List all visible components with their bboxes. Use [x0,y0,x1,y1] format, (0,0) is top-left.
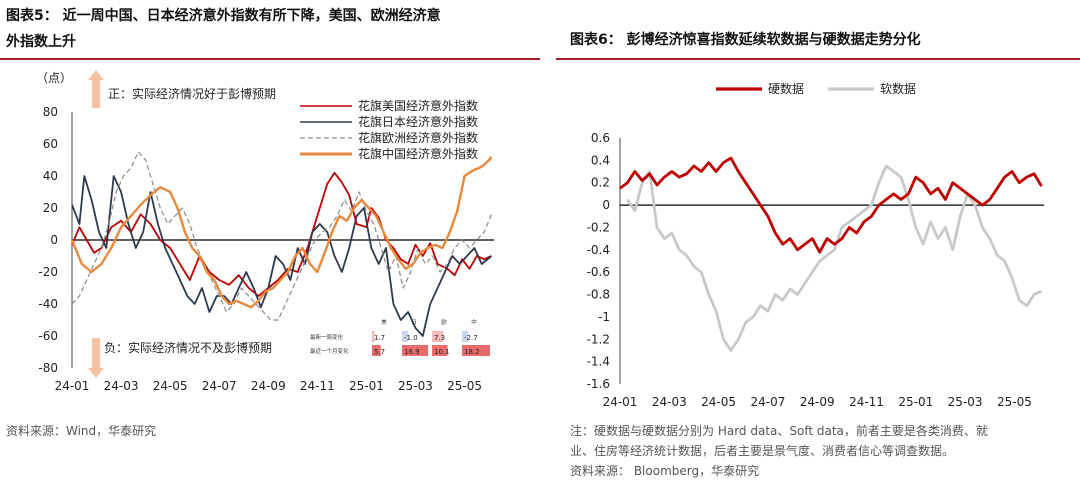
right-y-tick-label: 0 [602,198,610,212]
right-series-line-1 [626,164,1043,352]
right-note-line2: 业、住房等经济统计数据，后者主要是景气度、消费者信心等调查数据。 [570,444,955,458]
right-y-tick-label: -1 [598,310,610,324]
right-y-tick-label: 0.4 [591,153,610,167]
left-y-tick-label: 0 [50,233,58,247]
inset-row-label: 最新一周变化 [310,333,344,341]
left-x-tick-label: 25-01 [349,379,384,393]
inset-value-bar [462,345,490,356]
right-y-tick-label: -1.6 [587,377,610,391]
inset-value-bar [462,331,468,342]
left-x-tick-label: 24-03 [104,379,139,393]
left-x-tick-label: 24-09 [251,379,286,393]
left-source: 资料来源：Wind，华泰研究 [6,424,157,438]
right-y-tick-label: -0.4 [587,243,610,257]
inset-value-bar [402,331,408,342]
right-x-tick-label: 24-07 [750,395,785,409]
right-source: 资料来源： Bloomberg，华泰研究 [570,464,760,478]
right-x-tick-label: 24-11 [849,395,884,409]
right-y-tick-label: -0.6 [587,265,610,279]
left-y-tick-label: 80 [43,105,58,119]
right-y-tick-label: -1.4 [587,355,610,369]
inset-value: 10.1 [434,348,450,356]
up-arrow-icon [88,70,104,108]
inset-value: 16.9 [404,348,420,356]
right-y-tick-label: -1.2 [587,332,610,346]
right-x-tick-label: 25-01 [898,395,933,409]
left-x-tick-label: 25-03 [398,379,433,393]
right-x-tick-label: 24-01 [603,395,638,409]
inset-value-bar [372,331,375,342]
left-chart: （点） -80 -60 -40 -20 0 20 40 60 80 24-01 24-03 24-05 2… [36,70,494,393]
annotation-positive: 正：实际经济情况好于彭博预期 [108,86,276,101]
right-x-tick-label: 24-03 [652,395,687,409]
left-x-tick-label: 24-05 [153,379,188,393]
left-y-tick-label: 40 [43,169,58,183]
left-y-tick-label: -80 [38,361,58,375]
left-series-line-3 [70,156,493,309]
left-y-tick-label: -60 [38,329,58,343]
right-legend-label: 软数据 [880,81,916,96]
left-y-tick-label: 20 [43,201,58,215]
inset-value: 7.3 [434,334,445,342]
inset-column-header: 中 [471,318,477,326]
left-series-line-1 [71,175,493,337]
right-note-line1: 注：硬数据与硬数据分别为 Hard data、Soft data，前者主要是各类… [570,424,988,438]
right-legend-label: 硬数据 [768,81,804,96]
annotation-negative: 负：实际经济情况不及彭博预期 [104,340,272,355]
right-series-line-0 [619,156,1043,254]
right-chart-title: 图表6： 彭博经济惊喜指数延续软数据与硬数据走势分化 [570,32,921,48]
left-x-tick-label: 24-01 [55,379,90,393]
inset-value-bar [432,331,444,342]
right-x-tick-label: 24-09 [800,395,835,409]
left-y-tick-label: -20 [38,265,58,279]
inset-value-bar [432,345,448,356]
left-chart-title-line2: 外指数上升 [6,34,76,50]
right-y-tick-label: -0.2 [587,220,610,234]
left-legend-label: 花旗日本经济意外指数 [358,114,478,129]
left-chart-title-line1: 图表5： 近一周中国、日本经济意外指数有所下降，美国、欧洲经济意 [6,8,441,24]
left-legend-label: 花旗中国经济意外指数 [358,146,478,161]
left-panel: 图表5： 近一周中国、日本经济意外指数有所下降，美国、欧洲经济意 外指数上升 （… [0,8,540,438]
left-x-tick-label: 24-07 [202,379,237,393]
inset-value: 18.2 [464,348,480,356]
left-y-tick-label: 60 [43,137,58,151]
right-x-tick-label: 25-03 [948,395,983,409]
inset-column-header: 日 [411,319,417,326]
left-title-rule [0,58,540,60]
right-panel: 图表6： 彭博经济惊喜指数延续软数据与硬数据走势分化 硬数据 软数据 0.6 0.4 0… [556,0,1080,491]
down-arrow-icon [88,338,104,378]
right-y-tick-label: -0.8 [587,288,610,302]
left-legend-label: 花旗欧洲经济意外指数 [358,130,478,145]
inset-column-header: 欧 [441,318,447,326]
right-y-tick-label: 0.2 [591,176,610,190]
left-y-tick-label: -40 [38,297,58,311]
inset-value: -1.0 [404,334,418,342]
right-x-tick-label: 24-05 [701,395,736,409]
inset-value: 1.7 [374,334,385,342]
left-x-tick-label: 25-05 [447,379,482,393]
inset-value-bar [372,345,381,356]
inset-value: 5.7 [374,348,385,356]
right-chart: 硬数据 软数据 0.6 0.4 0.2 0 -0.2 -0.4 -0.6 -0.8 -1 -1.2 -1… [587,81,1044,409]
left-y-axis-label: （点） [36,71,72,85]
inset-column-header: 美 [381,318,387,326]
inset-row-label: 最近一个月变化 [310,347,349,355]
inset-value: -2.7 [464,334,478,342]
left-x-tick-label: 24-11 [300,379,335,393]
left-legend-label: 花旗美国经济意外指数 [358,98,478,113]
inset-value-bar [402,345,428,356]
right-x-tick-label: 25-05 [997,395,1032,409]
left-series-line-2 [71,151,493,321]
right-y-tick-label: 0.6 [591,131,610,145]
right-title-rule [556,58,1080,60]
